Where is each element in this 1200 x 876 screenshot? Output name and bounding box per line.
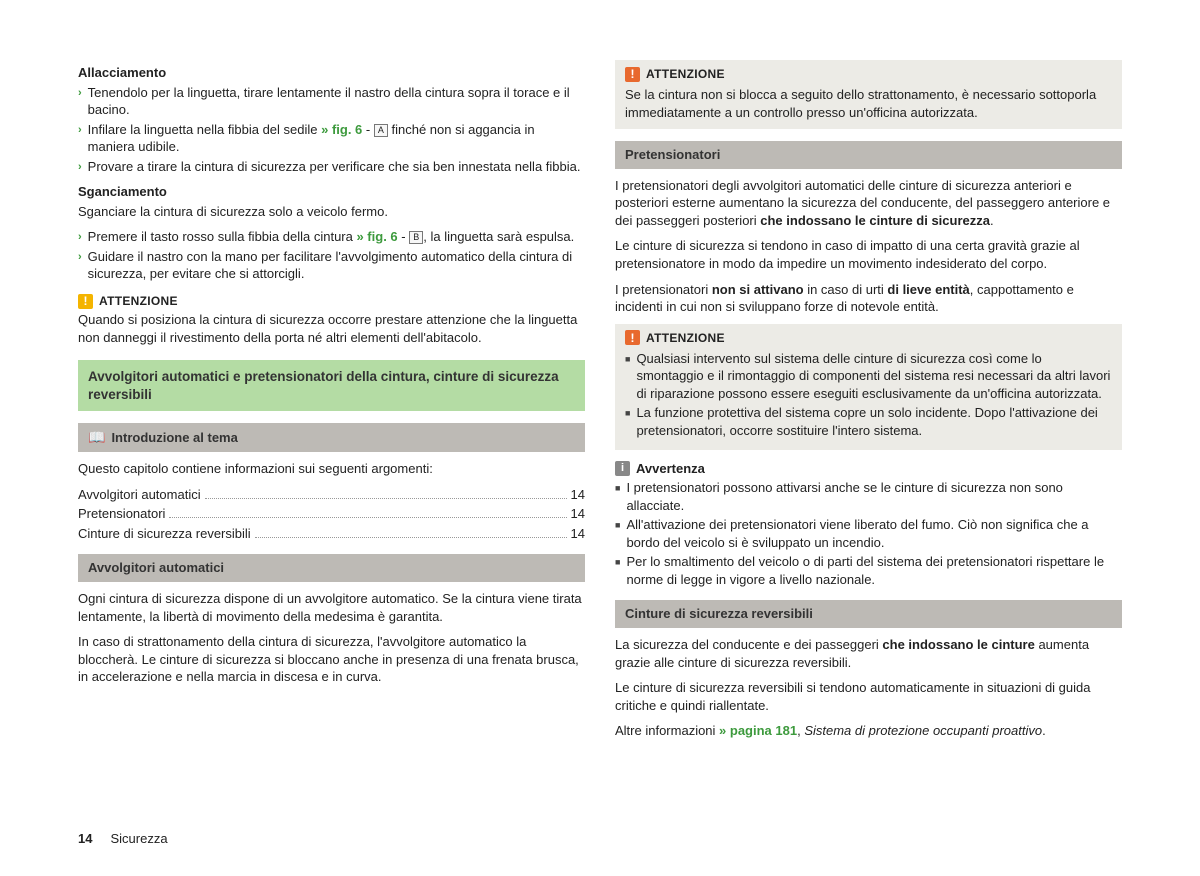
- list-item: ■La funzione protettiva del sistema copr…: [625, 404, 1112, 439]
- list-item: › Infilare la linguetta nella fibbia del…: [78, 121, 585, 156]
- paragraph: Sganciare la cintura di sicurezza solo a…: [78, 203, 585, 221]
- heading-sganciamento: Sganciamento: [78, 183, 585, 201]
- list-item: › Provare a tirare la cintura di sicurezz…: [78, 158, 585, 176]
- fig-ref: » fig. 6: [356, 229, 397, 244]
- subsection-bar-avvolgitori: Avvolgitori automatici: [78, 554, 585, 582]
- left-column: Allacciamento ›Tenendolo per la linguett…: [78, 58, 585, 748]
- page-ref: » pagina 181: [719, 723, 797, 738]
- step-text: Guidare il nastro con la mano per facili…: [88, 248, 585, 283]
- sganciamento-steps: › Premere il tasto rosso sulla fibbia de…: [78, 228, 585, 283]
- toc-page: 14: [571, 505, 585, 523]
- chevron-icon: ›: [78, 160, 82, 176]
- paragraph: Le cinture di sicurezza si tendono in ca…: [615, 237, 1122, 272]
- step-text: Tenendolo per la linguetta, tirare lenta…: [88, 84, 585, 119]
- page: Allacciamento ›Tenendolo per la linguett…: [0, 0, 1200, 768]
- paragraph: In caso di strattonamento della cintura …: [78, 633, 585, 686]
- square-bullet-icon: ■: [615, 556, 620, 588]
- step-text: Premere il tasto rosso sulla fibbia dell…: [88, 228, 575, 246]
- square-bullet-icon: ■: [615, 482, 620, 514]
- warning-box: ! ATTENZIONE Se la cintura non si blocca…: [615, 60, 1122, 129]
- paragraph: Ogni cintura di sicurezza dispone di un …: [78, 590, 585, 625]
- toc-page: 14: [571, 486, 585, 504]
- paragraph: I pretensionatori degli avvolgitori auto…: [615, 177, 1122, 230]
- chevron-icon: ›: [78, 250, 82, 283]
- book-icon: 📖: [88, 428, 105, 447]
- right-column: ! ATTENZIONE Se la cintura non si blocca…: [615, 58, 1122, 748]
- chevron-icon: ›: [78, 123, 82, 156]
- warning-label: ATTENZIONE: [646, 330, 725, 346]
- square-bullet-icon: ■: [625, 353, 630, 403]
- list-item: ■All'attivazione dei pretensionatori vie…: [615, 516, 1122, 551]
- paragraph: La sicurezza del conducente e dei passeg…: [615, 636, 1122, 671]
- warning-icon: !: [625, 330, 640, 345]
- warning-label: ATTENZIONE: [646, 66, 725, 82]
- notice-label: Avvertenza: [636, 460, 705, 478]
- toc-dots: [169, 517, 566, 518]
- item-text: La funzione protettiva del sistema copre…: [636, 404, 1112, 439]
- square-bullet-icon: ■: [615, 519, 620, 551]
- warning-header: ! ATTENZIONE: [78, 293, 585, 309]
- warning-body: Quando si posiziona la cintura di sicure…: [78, 311, 585, 346]
- square-bullet-icon: ■: [625, 407, 630, 439]
- heading-allacciamento: Allacciamento: [78, 64, 585, 82]
- bar-label: Introduzione al tema: [111, 429, 237, 447]
- toc-row: Pretensionatori 14: [78, 505, 585, 523]
- section-title-greenbox: Avvolgitori automatici e pretensionatori…: [78, 360, 585, 411]
- step-text: Provare a tirare la cintura di sicurezza…: [88, 158, 581, 176]
- chevron-icon: ›: [78, 230, 82, 246]
- subsection-bar-intro: 📖 Introduzione al tema: [78, 423, 585, 452]
- paragraph: Altre informazioni » pagina 181, Sistema…: [615, 722, 1122, 740]
- step-text: Infilare la linguetta nella fibbia del s…: [88, 121, 585, 156]
- item-text: I pretensionatori possono attivarsi anch…: [626, 479, 1122, 514]
- toc-label: Cinture di sicurezza reversibili: [78, 525, 251, 543]
- list-item: ■I pretensionatori possono attivarsi anc…: [615, 479, 1122, 514]
- warning-icon: !: [78, 294, 93, 309]
- paragraph: Le cinture di sicurezza reversibili si t…: [615, 679, 1122, 714]
- subsection-bar-reversibili: Cinture di sicurezza reversibili: [615, 600, 1122, 628]
- allacciamento-steps: ›Tenendolo per la linguetta, tirare lent…: [78, 84, 585, 176]
- warning-box: ! ATTENZIONE ■Qualsiasi intervento sul s…: [615, 324, 1122, 450]
- list-item: ›Guidare il nastro con la mano per facil…: [78, 248, 585, 283]
- fig-ref: » fig. 6: [321, 122, 362, 137]
- subsection-bar-pretensionatori: Pretensionatori: [615, 141, 1122, 169]
- ref-box: B: [409, 231, 423, 244]
- warning-body: Se la cintura non si blocca a seguito de…: [625, 86, 1112, 121]
- toc-dots: [255, 537, 567, 538]
- warning-label: ATTENZIONE: [99, 293, 178, 309]
- toc-label: Pretensionatori: [78, 505, 165, 523]
- page-number: 14: [78, 831, 92, 846]
- info-icon: i: [615, 461, 630, 476]
- notice-header: i Avvertenza: [615, 460, 1122, 478]
- toc-page: 14: [571, 525, 585, 543]
- list-item: ›Tenendolo per la linguetta, tirare lent…: [78, 84, 585, 119]
- toc-row: Cinture di sicurezza reversibili 14: [78, 525, 585, 543]
- list-item: ■Qualsiasi intervento sul sistema delle …: [625, 350, 1112, 403]
- warning-icon: !: [625, 67, 640, 82]
- warning-header: ! ATTENZIONE: [615, 60, 1112, 82]
- list-item: › Premere il tasto rosso sulla fibbia de…: [78, 228, 585, 246]
- ref-box: A: [374, 124, 388, 137]
- toc-dots: [205, 498, 567, 499]
- warning-header: ! ATTENZIONE: [615, 324, 1112, 346]
- toc: Avvolgitori automatici 14 Pretensionatori…: [78, 486, 585, 543]
- page-footer: 14 Sicurezza: [78, 830, 168, 848]
- item-text: Qualsiasi intervento sul sistema delle c…: [636, 350, 1112, 403]
- item-text: All'attivazione dei pretensionatori vien…: [626, 516, 1122, 551]
- paragraph: I pretensionatori non si attivano in cas…: [615, 281, 1122, 316]
- chevron-icon: ›: [78, 86, 82, 119]
- toc-row: Avvolgitori automatici 14: [78, 486, 585, 504]
- list-item: ■Per lo smaltimento del veicolo o di par…: [615, 553, 1122, 588]
- item-text: Per lo smaltimento del veicolo o di part…: [626, 553, 1122, 588]
- toc-label: Avvolgitori automatici: [78, 486, 201, 504]
- section-name: Sicurezza: [110, 831, 167, 846]
- paragraph: Questo capitolo contiene informazioni su…: [78, 460, 585, 478]
